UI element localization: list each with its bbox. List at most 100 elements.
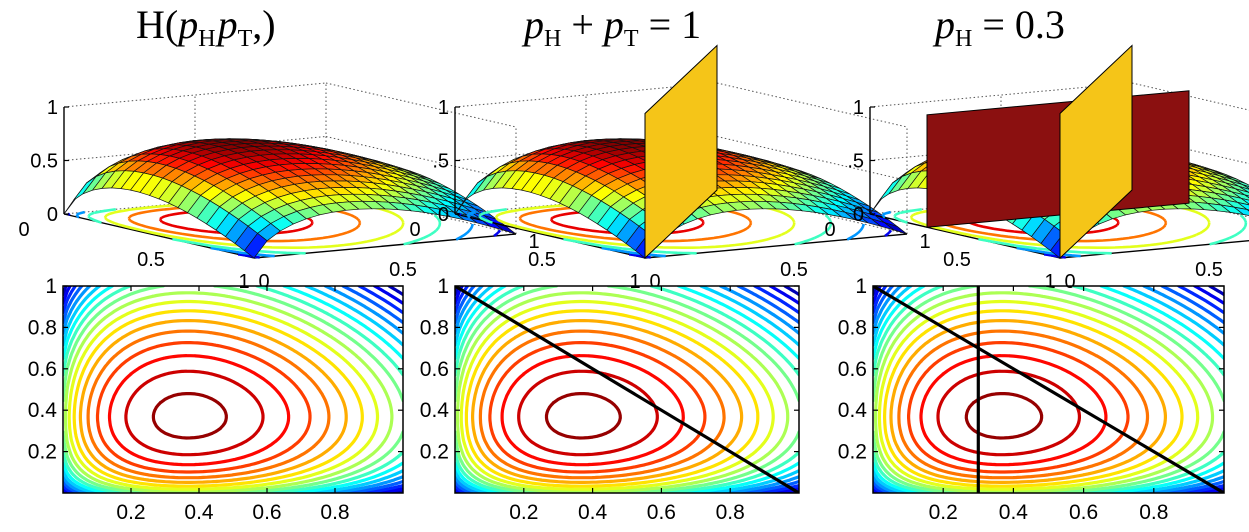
contour-level-17 [936, 369, 1081, 457]
contour-level-4 [63, 286, 403, 493]
z-tick-label: 1 [853, 97, 864, 119]
contour-level-6 [455, 286, 799, 493]
y-tick-label: 0.5 [1195, 259, 1223, 281]
x-tick-label: 0.6 [1069, 501, 1098, 524]
axes-frame [872, 285, 1225, 494]
x-tick-label: 0.2 [509, 501, 538, 524]
y-tick-label: 0.8 [420, 316, 449, 339]
y-tick-label: 1 [855, 275, 867, 298]
contour-level-11 [67, 299, 380, 491]
x-tick-label: 0 [824, 219, 835, 241]
contour-lines [455, 286, 799, 493]
x-tick-label: 0.8 [1139, 501, 1168, 524]
contour-level-17 [124, 369, 265, 457]
contour-lines [63, 286, 403, 493]
x-tick-label: 1 [238, 271, 249, 293]
contour-level-5 [455, 286, 799, 493]
y-tick-label: 1 [45, 275, 57, 298]
contour-level-8 [873, 286, 1224, 493]
contour-level-15 [907, 341, 1130, 474]
z-tick-label: 1 [438, 97, 449, 119]
contour-level-12 [464, 309, 760, 488]
contour-level-13 [889, 319, 1167, 484]
y-tick-label: 0.4 [420, 399, 450, 422]
axes-frame [62, 285, 404, 494]
contour-level-7 [63, 286, 403, 493]
contour-level-6 [63, 286, 403, 493]
x-tick-label: 1 [1044, 271, 1055, 293]
y-tick-label: 0.8 [28, 316, 57, 339]
y-tick-label: 0 [1064, 271, 1075, 293]
z-tick-label: 0.5 [30, 151, 58, 173]
z-tick-label: 1 [47, 97, 58, 119]
y-tick-label: 0.8 [838, 316, 867, 339]
contour-level-12 [72, 309, 364, 488]
y-tick-label: 1 [437, 275, 449, 298]
contour-level-4 [455, 286, 799, 493]
contour-level-14 [897, 329, 1150, 480]
x-tick-label: 0.2 [116, 501, 145, 524]
contour-level-11 [459, 299, 775, 491]
contour-level-14 [478, 329, 726, 480]
contour-plot-fixed-ph: 0.2 0.4 0.6 0.8 0.2 0.4 0.6 0.8 1 [838, 275, 1225, 524]
y-tick-label: 0.4 [28, 399, 58, 422]
title-constraint: pH + pT = 1 [521, 2, 701, 52]
contour-level-13 [471, 319, 744, 484]
y-tick-label: 1 [919, 231, 930, 253]
contour-plot-entropy: 0.2 0.4 0.6 0.8 0.2 0.4 0.6 0.8 1 [28, 275, 404, 524]
x-tick-label: 0.8 [716, 501, 745, 524]
contour-level-17 [517, 369, 659, 457]
contour-level-8 [455, 286, 799, 493]
entropy-surface [63, 138, 517, 259]
x-tick-label: 0.8 [320, 501, 349, 524]
z-tick-label: .5 [847, 151, 864, 173]
contour-level-14 [86, 329, 331, 480]
contour-level-10 [455, 291, 790, 493]
title-constraint-s1: H [544, 26, 561, 52]
contour-level-16 [107, 354, 291, 467]
title-entropy: H(pHpT,) [136, 2, 276, 52]
title-entropy-p1: p [175, 2, 198, 47]
constraint-line-sum [455, 286, 799, 493]
y-tick-label: 0.2 [28, 441, 57, 464]
contour-level-3 [455, 286, 799, 493]
contour-level-7 [873, 286, 1224, 493]
contour-level-18 [544, 392, 622, 440]
x-tick-label: 0 [409, 219, 420, 241]
axes-frame [454, 285, 800, 494]
z-tick-label: 0 [438, 204, 449, 226]
x-tick-label: 0.4 [184, 501, 214, 524]
contour-lines [873, 286, 1224, 493]
title-entropy-tail: ,) [252, 2, 275, 47]
contour-level-9 [873, 286, 1224, 493]
contour-plot-constraint: 0.2 0.4 0.6 0.8 0.2 0.4 0.6 0.8 1 [420, 275, 800, 524]
title-constraint-op: + [561, 2, 604, 47]
x-tick-label: 0 [18, 219, 29, 241]
contour-level-5 [63, 286, 403, 493]
title-entropy-p2: p [215, 2, 238, 47]
contour-level-15 [95, 341, 312, 474]
x-tick-label: 0.4 [999, 501, 1029, 524]
title-entropy-s1: H [198, 26, 215, 52]
contour-level-9 [63, 286, 403, 493]
title-fixed-ph-p1: p [932, 2, 955, 47]
x-tick-label: 0.6 [252, 501, 281, 524]
contour-level-18 [151, 392, 228, 440]
y-tick-label: 0.2 [838, 441, 867, 464]
contour-level-3 [873, 286, 1224, 493]
title-entropy-fn: H( [136, 2, 178, 47]
contour-level-7 [455, 286, 799, 493]
contour-level-15 [488, 341, 707, 474]
y-tick-label: 0 [649, 271, 660, 293]
y-tick-label: 0.6 [28, 358, 57, 381]
title-constraint-p2: p [601, 2, 624, 47]
z-tick-label: 0 [47, 204, 58, 226]
y-tick-label: 0.5 [780, 259, 808, 281]
plane-constraint-sum [644, 44, 718, 260]
y-tick-label: 0.2 [420, 441, 449, 464]
title-fixed-ph-s1: H [955, 26, 972, 52]
x-tick-label: 0.5 [943, 249, 971, 271]
